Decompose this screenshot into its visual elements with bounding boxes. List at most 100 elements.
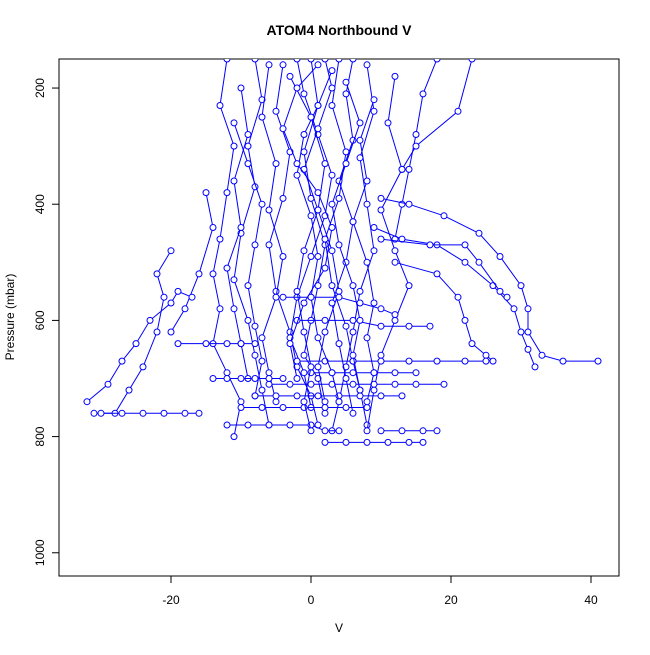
data-point: [461, 316, 469, 324]
data-point: [251, 375, 259, 382]
data-point: [489, 357, 497, 365]
data-point: [342, 322, 350, 330]
sounding-series-28: [307, 369, 420, 377]
data-point: [167, 328, 175, 336]
data-point: [223, 369, 231, 377]
data-point: [251, 351, 259, 359]
data-point: [419, 427, 427, 435]
data-point: [391, 316, 399, 324]
data-point: [328, 200, 336, 208]
data-point: [391, 369, 399, 377]
data-point: [349, 59, 357, 63]
data-point: [279, 194, 287, 202]
data-point: [244, 282, 252, 290]
data-point: [279, 293, 287, 301]
data-point: [237, 398, 245, 406]
data-point: [377, 357, 385, 365]
data-point: [433, 59, 441, 63]
data-point: [531, 363, 539, 371]
data-point: [97, 409, 105, 417]
data-point: [426, 322, 434, 330]
data-point: [118, 357, 126, 365]
sounding-series-6: [328, 61, 378, 435]
data-point: [454, 293, 462, 301]
data-point: [349, 282, 357, 290]
series-line: [282, 64, 333, 379]
data-point: [321, 160, 329, 168]
data-point: [405, 282, 413, 290]
data-point: [209, 224, 217, 231]
data-point: [398, 235, 406, 243]
data-point: [118, 409, 126, 417]
series-line: [226, 87, 249, 379]
sounding-series-24: [223, 421, 343, 435]
data-point: [237, 375, 245, 382]
data-point: [412, 380, 420, 388]
data-point: [489, 282, 497, 290]
data-point: [279, 253, 287, 260]
sounding-series-8: [286, 59, 336, 411]
sounding-series-20: [377, 235, 511, 301]
data-point: [216, 102, 224, 109]
series-layer: [83, 59, 602, 446]
sounding-series-11: [258, 61, 287, 406]
data-point: [286, 72, 294, 80]
data-point: [370, 107, 378, 115]
data-point: [139, 363, 147, 371]
data-point: [300, 90, 308, 98]
data-point: [272, 293, 280, 301]
data-point: [377, 392, 385, 400]
data-point: [223, 59, 231, 63]
y-axis-label: Pressure (mbar): [3, 274, 17, 361]
data-point: [272, 287, 280, 295]
data-point: [258, 334, 266, 342]
data-point: [349, 351, 357, 359]
data-point: [363, 177, 371, 185]
data-point: [328, 67, 336, 75]
data-point: [461, 241, 469, 249]
data-point: [356, 316, 364, 324]
data-point: [377, 427, 385, 435]
data-point: [174, 287, 182, 295]
data-point: [244, 142, 252, 150]
sounding-series-31: [237, 404, 371, 411]
data-point: [286, 328, 294, 336]
data-point: [321, 316, 329, 324]
data-point: [244, 160, 252, 168]
data-point: [251, 59, 259, 63]
data-point: [258, 386, 266, 394]
data-point: [230, 119, 238, 127]
x-tick-label: 40: [584, 593, 598, 607]
data-point: [405, 322, 413, 330]
data-point: [202, 340, 210, 348]
data-point: [300, 148, 308, 156]
data-point: [321, 438, 329, 446]
data-point: [363, 200, 371, 208]
data-point: [251, 322, 259, 330]
data-point: [195, 270, 203, 278]
data-point: [265, 421, 273, 429]
data-point: [251, 392, 259, 400]
data-point: [454, 107, 462, 115]
data-point: [524, 345, 532, 353]
data-point: [293, 84, 301, 92]
data-point: [125, 386, 133, 394]
data-point: [363, 334, 371, 342]
data-point: [314, 363, 322, 371]
series-line: [233, 59, 270, 426]
data-point: [363, 404, 371, 411]
data-point: [160, 409, 168, 417]
data-point: [321, 404, 329, 411]
data-point: [314, 206, 322, 214]
data-point: [230, 177, 238, 185]
data-point: [321, 409, 329, 417]
data-point: [209, 375, 217, 382]
sounding-series-22: [97, 409, 203, 417]
data-point: [279, 404, 287, 411]
data-point: [594, 357, 602, 365]
data-point: [286, 380, 294, 388]
data-point: [391, 258, 399, 266]
data-point: [90, 409, 98, 417]
data-point: [398, 165, 406, 173]
